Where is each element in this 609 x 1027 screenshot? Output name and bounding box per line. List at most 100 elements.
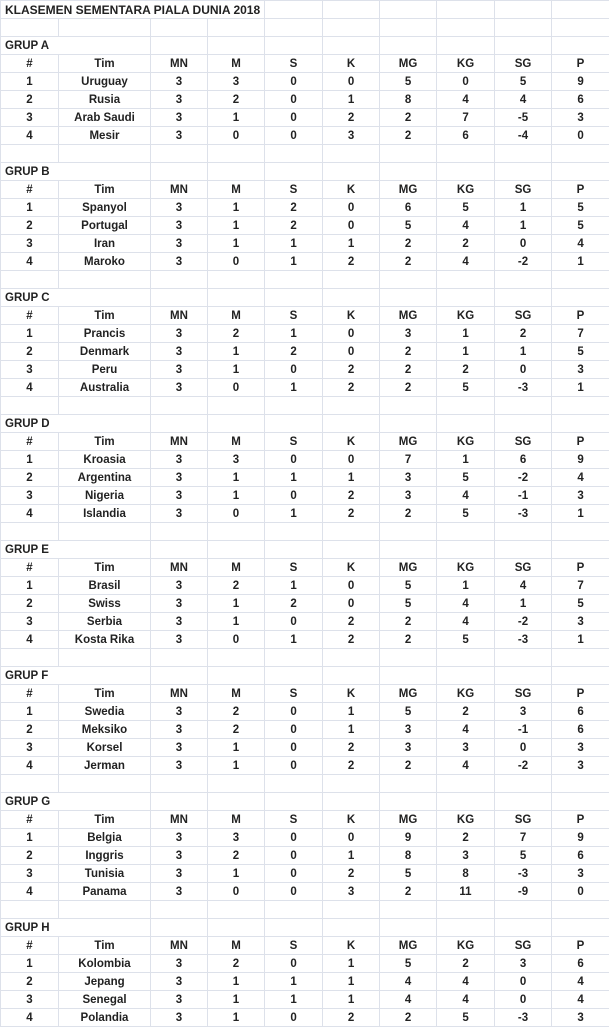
empty-cell[interactable] (59, 397, 151, 415)
column-header[interactable]: S (265, 559, 323, 577)
empty-cell[interactable] (208, 19, 265, 37)
empty-cell[interactable] (437, 919, 495, 937)
stat-cell[interactable]: 3 (1, 739, 59, 757)
stat-cell[interactable]: 3 (151, 739, 208, 757)
stat-cell[interactable]: -2 (495, 469, 552, 487)
stat-cell[interactable]: 3 (495, 955, 552, 973)
stat-cell[interactable]: 3 (437, 739, 495, 757)
empty-cell[interactable] (151, 775, 208, 793)
empty-cell[interactable] (380, 145, 437, 163)
column-header[interactable]: KG (437, 937, 495, 955)
stat-cell[interactable]: 0 (265, 955, 323, 973)
stat-cell[interactable]: 0 (323, 325, 380, 343)
stat-cell[interactable]: 3 (208, 451, 265, 469)
empty-cell[interactable] (323, 793, 380, 811)
stat-cell[interactable]: 2 (380, 883, 437, 901)
empty-cell[interactable] (59, 649, 151, 667)
column-header[interactable]: MG (380, 559, 437, 577)
group-title[interactable]: GRUP F (1, 667, 151, 685)
empty-cell[interactable] (495, 163, 552, 181)
stat-cell[interactable]: 0 (265, 487, 323, 505)
empty-cell[interactable] (380, 1, 437, 19)
stat-cell[interactable]: 3 (151, 955, 208, 973)
empty-cell[interactable] (265, 649, 323, 667)
stat-cell[interactable]: 2 (323, 757, 380, 775)
stat-cell[interactable]: 5 (495, 847, 552, 865)
stat-cell[interactable]: 0 (323, 217, 380, 235)
stat-cell[interactable]: 2 (208, 847, 265, 865)
column-header[interactable]: P (552, 685, 609, 703)
column-header[interactable]: KG (437, 307, 495, 325)
stat-cell[interactable]: 2 (323, 613, 380, 631)
stat-cell[interactable]: 2 (380, 757, 437, 775)
stat-cell[interactable]: 0 (265, 883, 323, 901)
team-cell[interactable]: Brasil (59, 577, 151, 595)
empty-cell[interactable] (380, 271, 437, 289)
column-header[interactable]: S (265, 685, 323, 703)
empty-cell[interactable] (380, 19, 437, 37)
column-header[interactable]: SG (495, 307, 552, 325)
empty-cell[interactable] (265, 145, 323, 163)
stat-cell[interactable]: 2 (208, 325, 265, 343)
stat-cell[interactable]: 9 (552, 73, 609, 91)
stat-cell[interactable]: 4 (552, 469, 609, 487)
empty-cell[interactable] (437, 289, 495, 307)
stat-cell[interactable]: 0 (265, 829, 323, 847)
column-header[interactable]: # (1, 685, 59, 703)
stat-cell[interactable]: 1 (495, 199, 552, 217)
column-header[interactable]: S (265, 811, 323, 829)
empty-cell[interactable] (265, 901, 323, 919)
empty-cell[interactable] (208, 397, 265, 415)
column-header[interactable]: K (323, 433, 380, 451)
stat-cell[interactable]: 3 (323, 883, 380, 901)
stat-cell[interactable]: 4 (552, 991, 609, 1009)
team-cell[interactable]: Iran (59, 235, 151, 253)
stat-cell[interactable]: -3 (495, 505, 552, 523)
stat-cell[interactable]: 2 (323, 865, 380, 883)
stat-cell[interactable]: 0 (495, 991, 552, 1009)
stat-cell[interactable]: 1 (437, 451, 495, 469)
stat-cell[interactable]: 3 (151, 325, 208, 343)
empty-cell[interactable] (1, 397, 59, 415)
empty-cell[interactable] (1, 145, 59, 163)
stat-cell[interactable]: 4 (1, 127, 59, 145)
empty-cell[interactable] (323, 37, 380, 55)
empty-cell[interactable] (552, 775, 609, 793)
column-header[interactable]: MN (151, 937, 208, 955)
stat-cell[interactable]: 1 (208, 235, 265, 253)
stat-cell[interactable]: 0 (495, 973, 552, 991)
empty-cell[interactable] (495, 523, 552, 541)
empty-cell[interactable] (552, 37, 609, 55)
stat-cell[interactable]: 0 (208, 505, 265, 523)
stat-cell[interactable]: 5 (437, 469, 495, 487)
column-header[interactable]: P (552, 307, 609, 325)
team-cell[interactable]: Argentina (59, 469, 151, 487)
stat-cell[interactable]: 3 (151, 109, 208, 127)
stat-cell[interactable]: 2 (323, 739, 380, 757)
empty-cell[interactable] (59, 19, 151, 37)
team-cell[interactable]: Spanyol (59, 199, 151, 217)
stat-cell[interactable]: 0 (323, 73, 380, 91)
stat-cell[interactable]: 3 (380, 721, 437, 739)
empty-cell[interactable] (208, 919, 265, 937)
stat-cell[interactable]: 6 (552, 721, 609, 739)
column-header[interactable]: MN (151, 307, 208, 325)
stat-cell[interactable]: 1 (1, 73, 59, 91)
team-cell[interactable]: Mesir (59, 127, 151, 145)
stat-cell[interactable]: 6 (552, 91, 609, 109)
stat-cell[interactable]: 4 (1, 883, 59, 901)
column-header[interactable]: Tim (59, 433, 151, 451)
column-header[interactable]: M (208, 307, 265, 325)
stat-cell[interactable]: 1 (1, 955, 59, 973)
team-cell[interactable]: Panama (59, 883, 151, 901)
empty-cell[interactable] (1, 901, 59, 919)
column-header[interactable]: K (323, 307, 380, 325)
column-header[interactable]: KG (437, 685, 495, 703)
empty-cell[interactable] (151, 37, 208, 55)
stat-cell[interactable]: 6 (552, 955, 609, 973)
stat-cell[interactable]: 5 (552, 199, 609, 217)
column-header[interactable]: MN (151, 181, 208, 199)
stat-cell[interactable]: 4 (437, 595, 495, 613)
team-cell[interactable]: Prancis (59, 325, 151, 343)
stat-cell[interactable]: 8 (380, 847, 437, 865)
